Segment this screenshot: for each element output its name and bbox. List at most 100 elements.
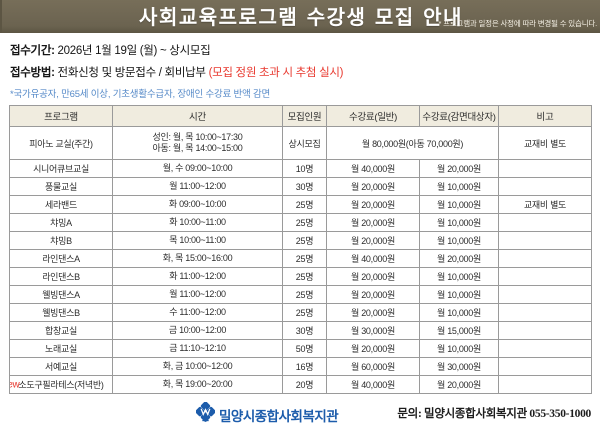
program-cell: 웰빙댄스B <box>9 303 113 322</box>
fee-discount-cell: 월 30,000원 <box>419 357 499 376</box>
table-row: 합창교실 금 10:00~12:00 30명 월 30,000원 월 15,000원 <box>9 321 592 340</box>
program-cell: 풍물교실 <box>9 177 113 196</box>
time-line: 화 11:00~12:00 <box>169 271 226 281</box>
title-banner: 사회교육프로그램 수강생 모집 안내 * 프로그램과 일정은 사정에 따라 변경… <box>0 0 600 33</box>
program-name: 라인댄스A <box>42 254 80 264</box>
fee-discount-cell: 월 10,000원 <box>419 213 499 232</box>
fee-combined-cell: 월 80,000원(아동 70,000원) <box>326 126 499 160</box>
program-cell: 피아노 교실(주간) <box>9 126 113 160</box>
time-line: 월 11:00~12:00 <box>169 289 226 299</box>
program-cell: 시니어큐브교실 <box>9 159 113 178</box>
note-cell <box>498 303 592 322</box>
table-row: 챠밍A 화 10:00~11:00 25명 월 20,000원 월 10,000원 <box>9 213 592 232</box>
program-cell: new소도구필라테스(저녁반) <box>9 375 113 394</box>
note-cell: 교재비 별도 <box>498 126 592 160</box>
time-cell: 화 10:00~11:00 <box>112 213 283 232</box>
fee-discount-cell: 월 20,000원 <box>419 375 499 394</box>
table-row: 시니어큐브교실 월, 수 09:00~10:00 10명 월 40,000원 월 20,… <box>9 159 592 178</box>
table-row: 풍물교실 월 11:00~12:00 30명 월 20,000원 월 10,000원 <box>9 177 592 196</box>
fee-discount-cell: 월 15,000원 <box>419 321 499 340</box>
table-row: 라인댄스A 화, 목 15:00~16:00 25명 월 40,000원 월 20,00… <box>9 249 592 268</box>
program-name: 챠밍A <box>50 218 72 228</box>
capacity-cell: 16명 <box>282 357 327 376</box>
column-header: 프로그램 <box>9 105 113 127</box>
program-cell: 라인댄스B <box>9 267 113 286</box>
page-title: 사회교육프로그램 수강생 모집 안내 <box>139 5 463 29</box>
fee-discount-cell: 월 10,000원 <box>419 177 499 196</box>
program-cell: 챠밍A <box>9 213 113 232</box>
note-cell <box>498 231 592 250</box>
fee-discount-cell: 월 10,000원 <box>419 231 499 250</box>
time-cell: 월 11:00~12:00 <box>112 177 283 196</box>
time-cell: 화 09:00~10:00 <box>112 195 283 214</box>
note-cell <box>498 249 592 268</box>
fee-general-cell: 월 20,000원 <box>326 267 420 286</box>
period-value: 2026년 1월 19일 (월) ~ 상시모집 <box>54 45 211 57</box>
time-line: 화, 금 10:00~12:00 <box>162 361 233 371</box>
program-name: 시니어큐브교실 <box>33 164 89 174</box>
capacity-cell: 25명 <box>282 195 327 214</box>
fee-general-cell: 월 20,000원 <box>326 231 420 250</box>
note-cell <box>498 159 592 178</box>
table-header-row: 프로그램 시간 모집인원 수강료(일반) 수강료(감면대상자) 비고 <box>9 105 592 127</box>
program-name: 서예교실 <box>45 362 77 372</box>
capacity-cell: 10명 <box>282 159 327 178</box>
program-cell: 합창교실 <box>9 321 113 340</box>
note-cell <box>498 357 592 376</box>
program-name: 풍물교실 <box>45 182 77 192</box>
time-line: 금 11:10~12:10 <box>169 343 226 353</box>
time-line: 아동: 월, 목 14:00~15:00 <box>152 143 243 153</box>
registration-method: 접수방법: 전화신청 및 방문접수 / 회비납부 (모집 정원 초과 시 추첨 … <box>10 64 600 80</box>
table-row: 웰빙댄스A 월 11:00~12:00 25명 월 20,000원 월 10,000원 <box>9 285 592 304</box>
program-cell: 라인댄스A <box>9 249 113 268</box>
method-value: 전화신청 및 방문접수 / 회비납부 <box>54 67 209 79</box>
column-header: 수강료(감면대상자) <box>419 105 499 127</box>
fee-general-cell: 월 20,000원 <box>326 177 420 196</box>
program-name: 노래교실 <box>45 344 77 354</box>
program-name: 피아노 교실(주간) <box>29 138 93 149</box>
time-cell: 월 11:00~12:00 <box>112 285 283 304</box>
program-cell: 노래교실 <box>9 339 113 358</box>
org-name: 밀양시종합사회복지관 <box>219 408 339 424</box>
fee-general-cell: 월 40,000원 <box>326 159 420 178</box>
note-cell <box>498 285 592 304</box>
program-name: 라인댄스B <box>42 272 80 282</box>
time-line: 월 11:00~12:00 <box>169 181 226 191</box>
time-line: 화 09:00~10:00 <box>168 199 227 209</box>
time-cell: 목 10:00~11:00 <box>112 231 283 250</box>
program-table: 프로그램 시간 모집인원 수강료(일반) 수강료(감면대상자) 비고 피아노 교실(주간)… <box>9 105 592 394</box>
program-name: 웰빙댄스B <box>42 308 80 318</box>
capacity-cell: 30명 <box>282 321 327 340</box>
fee-general-cell: 월 20,000원 <box>326 195 420 214</box>
capacity-cell: 25명 <box>282 213 327 232</box>
method-label: 접수방법: <box>10 67 55 79</box>
note-cell <box>498 177 592 196</box>
capacity-cell: 상시모집 <box>282 126 327 160</box>
note-cell <box>498 339 592 358</box>
note-cell <box>498 267 592 286</box>
fee-discount-cell: 월 10,000원 <box>419 267 499 286</box>
contact-info: 문의: 밀양시종합사회복지관 055-350-1000 <box>397 408 591 420</box>
column-header: 비고 <box>498 105 592 127</box>
capacity-cell: 30명 <box>282 177 327 196</box>
lottery-warning: (모집 정원 초과 시 추첨 실시) <box>208 67 344 79</box>
column-header: 수강료(일반) <box>326 105 420 127</box>
fee-general-cell: 월 20,000원 <box>326 285 420 304</box>
program-name: 합창교실 <box>45 326 77 336</box>
time-cell: 수 11:00~12:00 <box>112 303 283 322</box>
footer: 밀양시종합사회복지관 문의: 밀양시종합사회복지관 055-350-1000 <box>0 399 600 424</box>
welfare-center-logo-icon <box>195 401 216 424</box>
fee-discount-cell: 월 20,000원 <box>419 159 499 178</box>
fee-general-cell: 월 20,000원 <box>326 213 420 232</box>
period-label: 접수기간: <box>10 45 55 57</box>
time-cell: 월, 수 09:00~10:00 <box>112 159 283 178</box>
time-cell: 금 11:10~12:10 <box>112 339 283 358</box>
brand: 밀양시종합사회복지관 <box>195 401 339 424</box>
time-cell: 화, 목 19:00~20:00 <box>112 375 283 394</box>
time-line: 목 10:00~11:00 <box>169 235 226 245</box>
table-row: 챠밍B 목 10:00~11:00 25명 월 20,000원 월 10,000원 <box>9 231 592 250</box>
fee-discount-cell: 월 10,000원 <box>419 195 499 214</box>
table-row: 피아노 교실(주간) 성인: 월, 목 10:00~17:30 아동: 월, 목 1… <box>9 126 592 160</box>
time-line: 화, 목 15:00~16:00 <box>162 253 233 263</box>
fee-general-cell: 월 20,000원 <box>326 339 420 358</box>
